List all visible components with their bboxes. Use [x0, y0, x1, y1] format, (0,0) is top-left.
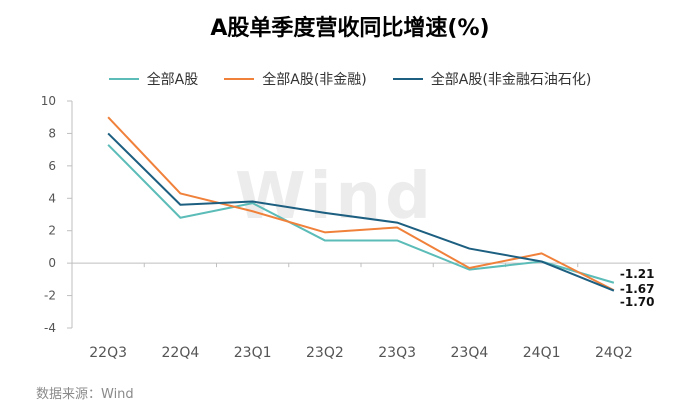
y-tick-label: -2	[44, 289, 56, 303]
data-label-end-1: -1.21	[620, 267, 655, 281]
y-tick-label: 4	[48, 191, 56, 205]
y-tick-label: 0	[48, 256, 56, 270]
x-tick-label: 23Q4	[451, 345, 489, 361]
legend-swatch-series-1	[108, 78, 139, 80]
data-label-end-3: -1.70	[620, 295, 655, 309]
series-line-2	[107, 116, 615, 292]
legend-swatch-series-2	[224, 78, 255, 80]
y-tick-label: 6	[48, 159, 56, 173]
x-tick-label: 22Q4	[162, 345, 200, 361]
series-line-3	[107, 132, 615, 292]
legend: 全部A股 全部A股(非金融) 全部A股(非金融石油石化)	[0, 69, 700, 89]
x-tick-label: 23Q3	[378, 345, 416, 361]
y-tick-label: 8	[48, 126, 56, 140]
x-tick-label: 22Q3	[89, 345, 127, 361]
watermark-text: Wind	[235, 160, 435, 234]
y-tick-label: -4	[44, 321, 56, 335]
legend-label-series-1: 全部A股	[146, 72, 199, 88]
x-tick-label: 23Q1	[234, 345, 272, 361]
legend-entry-series-2: 全部A股(非金融)	[224, 69, 367, 89]
x-tick-label: 23Q2	[306, 345, 344, 361]
data-label-end-2: -1.67	[620, 282, 655, 296]
legend-entry-series-3: 全部A股(非金融石油石化)	[392, 69, 592, 89]
x-tick-label: 24Q1	[523, 345, 561, 361]
source-note: 数据来源：Wind	[36, 387, 134, 402]
y-tick-label: 2	[48, 224, 56, 238]
legend-label-series-2: 全部A股(非金融)	[262, 72, 367, 88]
legend-entry-series-1: 全部A股	[108, 69, 199, 89]
y-tick-label: 10	[41, 94, 56, 108]
legend-label-series-3: 全部A股(非金融石油石化)	[430, 72, 592, 88]
chart-title: A股单季度营收同比增速(%)	[210, 16, 490, 41]
x-tick-label: 24Q2	[595, 345, 633, 361]
series-line-1	[107, 144, 615, 284]
legend-swatch-series-3	[392, 78, 423, 80]
